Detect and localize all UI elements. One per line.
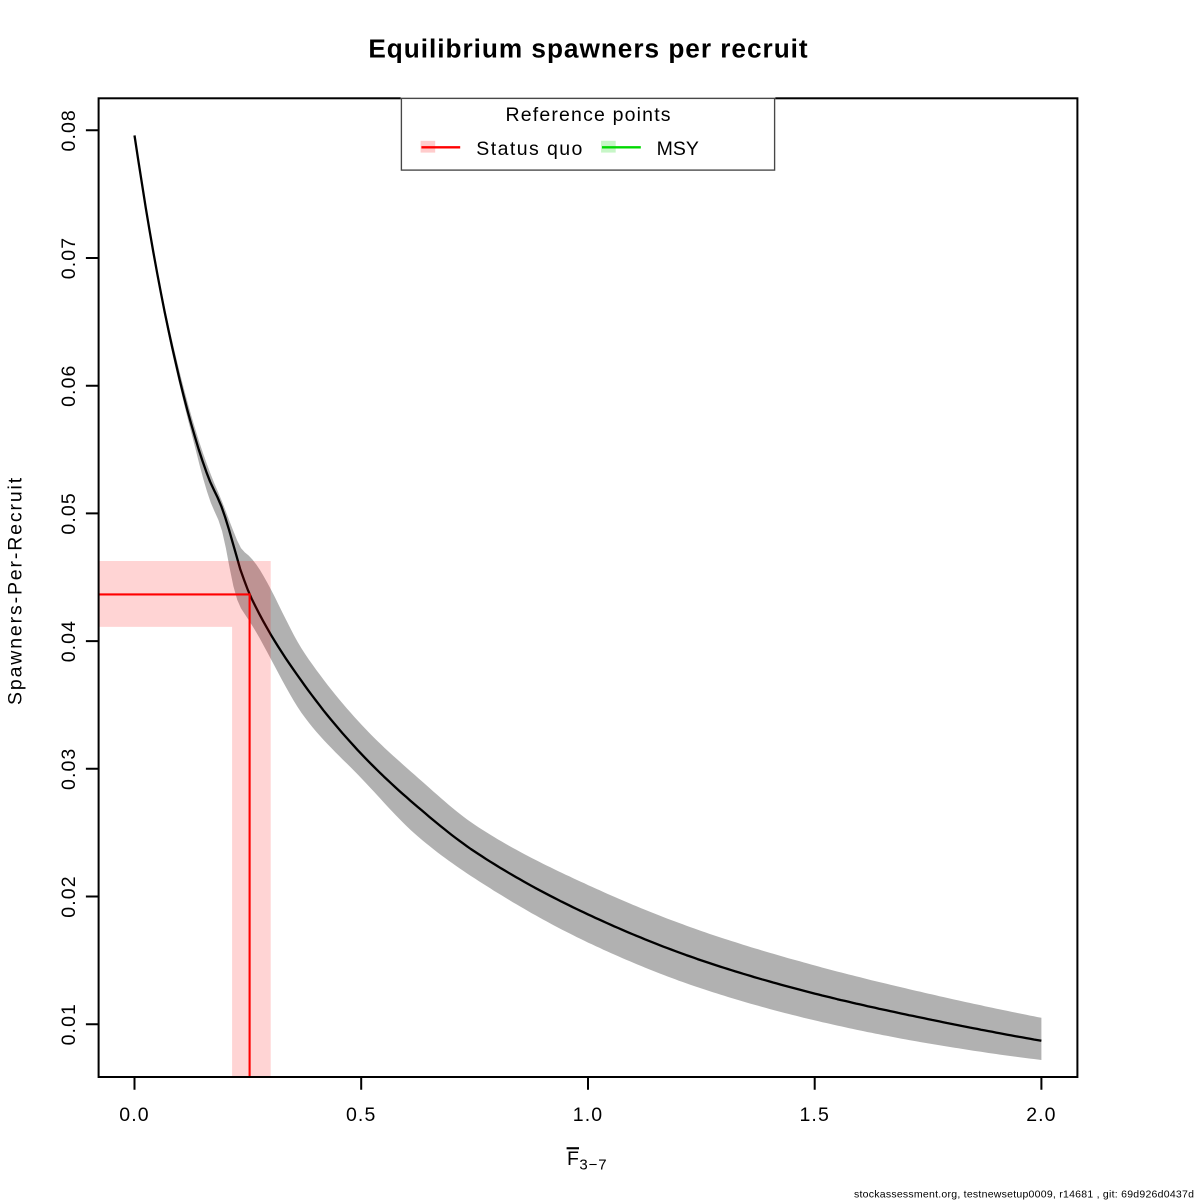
svg-text:F: F [567,1148,579,1170]
svg-text:0.07: 0.07 [58,237,80,279]
svg-text:3−7: 3−7 [579,1157,607,1174]
svg-text:Equilibrium spawners per recru: Equilibrium spawners per recruit [368,34,808,64]
svg-text:Status quo: Status quo [476,138,584,160]
svg-text:2.0: 2.0 [1026,1104,1056,1126]
svg-text:0.06: 0.06 [58,365,80,407]
svg-text:0.04: 0.04 [58,620,80,662]
svg-text:MSY: MSY [657,138,699,160]
svg-text:Spawners-Per-Recruit: Spawners-Per-Recruit [5,476,27,705]
svg-text:Reference points: Reference points [505,104,671,126]
svg-text:0.5: 0.5 [346,1104,376,1126]
svg-text:0.05: 0.05 [58,492,80,534]
svg-text:0.02: 0.02 [58,875,80,917]
svg-text:0.01: 0.01 [58,1003,80,1045]
svg-text:1.0: 1.0 [573,1104,603,1126]
svg-text:0.08: 0.08 [58,109,80,151]
svg-text:0.0: 0.0 [119,1104,149,1126]
svg-text:stockassessment.org, testnewse: stockassessment.org, testnewsetup0009, r… [854,1188,1194,1200]
svg-text:0.03: 0.03 [58,748,80,790]
svg-text:1.5: 1.5 [799,1104,829,1126]
